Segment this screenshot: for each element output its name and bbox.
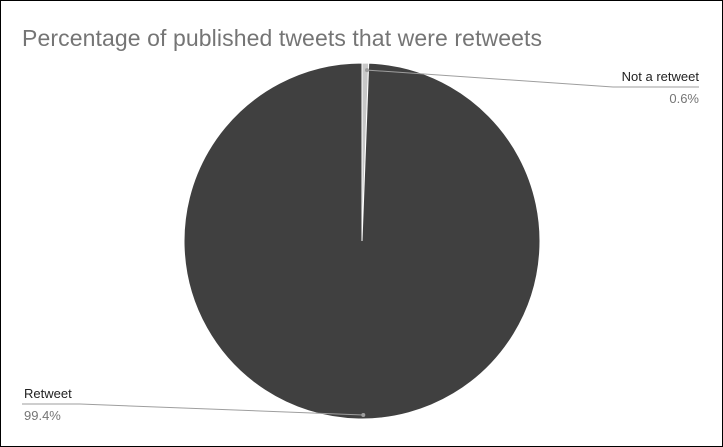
callouts-layer: Not a retweet 0.6% Retweet 99.4% — [22, 68, 699, 423]
callout-label-not-a-retweet: Not a retweet — [622, 69, 700, 84]
pie-slice-retweet — [183, 62, 541, 420]
callout-line-retweet — [22, 403, 364, 416]
callout-line-not-a-retweet — [366, 69, 699, 88]
callout-dot-not-a-retweet — [365, 68, 370, 73]
callout-value-retweet: 99.4% — [24, 408, 61, 423]
callout-value-not-a-retweet: 0.6% — [669, 91, 699, 106]
callout-label-retweet: Retweet — [24, 386, 72, 401]
callout-dot-retweet — [361, 412, 366, 417]
slices-layer — [183, 62, 541, 420]
chart-title: Percentage of published tweets that were… — [22, 25, 543, 51]
